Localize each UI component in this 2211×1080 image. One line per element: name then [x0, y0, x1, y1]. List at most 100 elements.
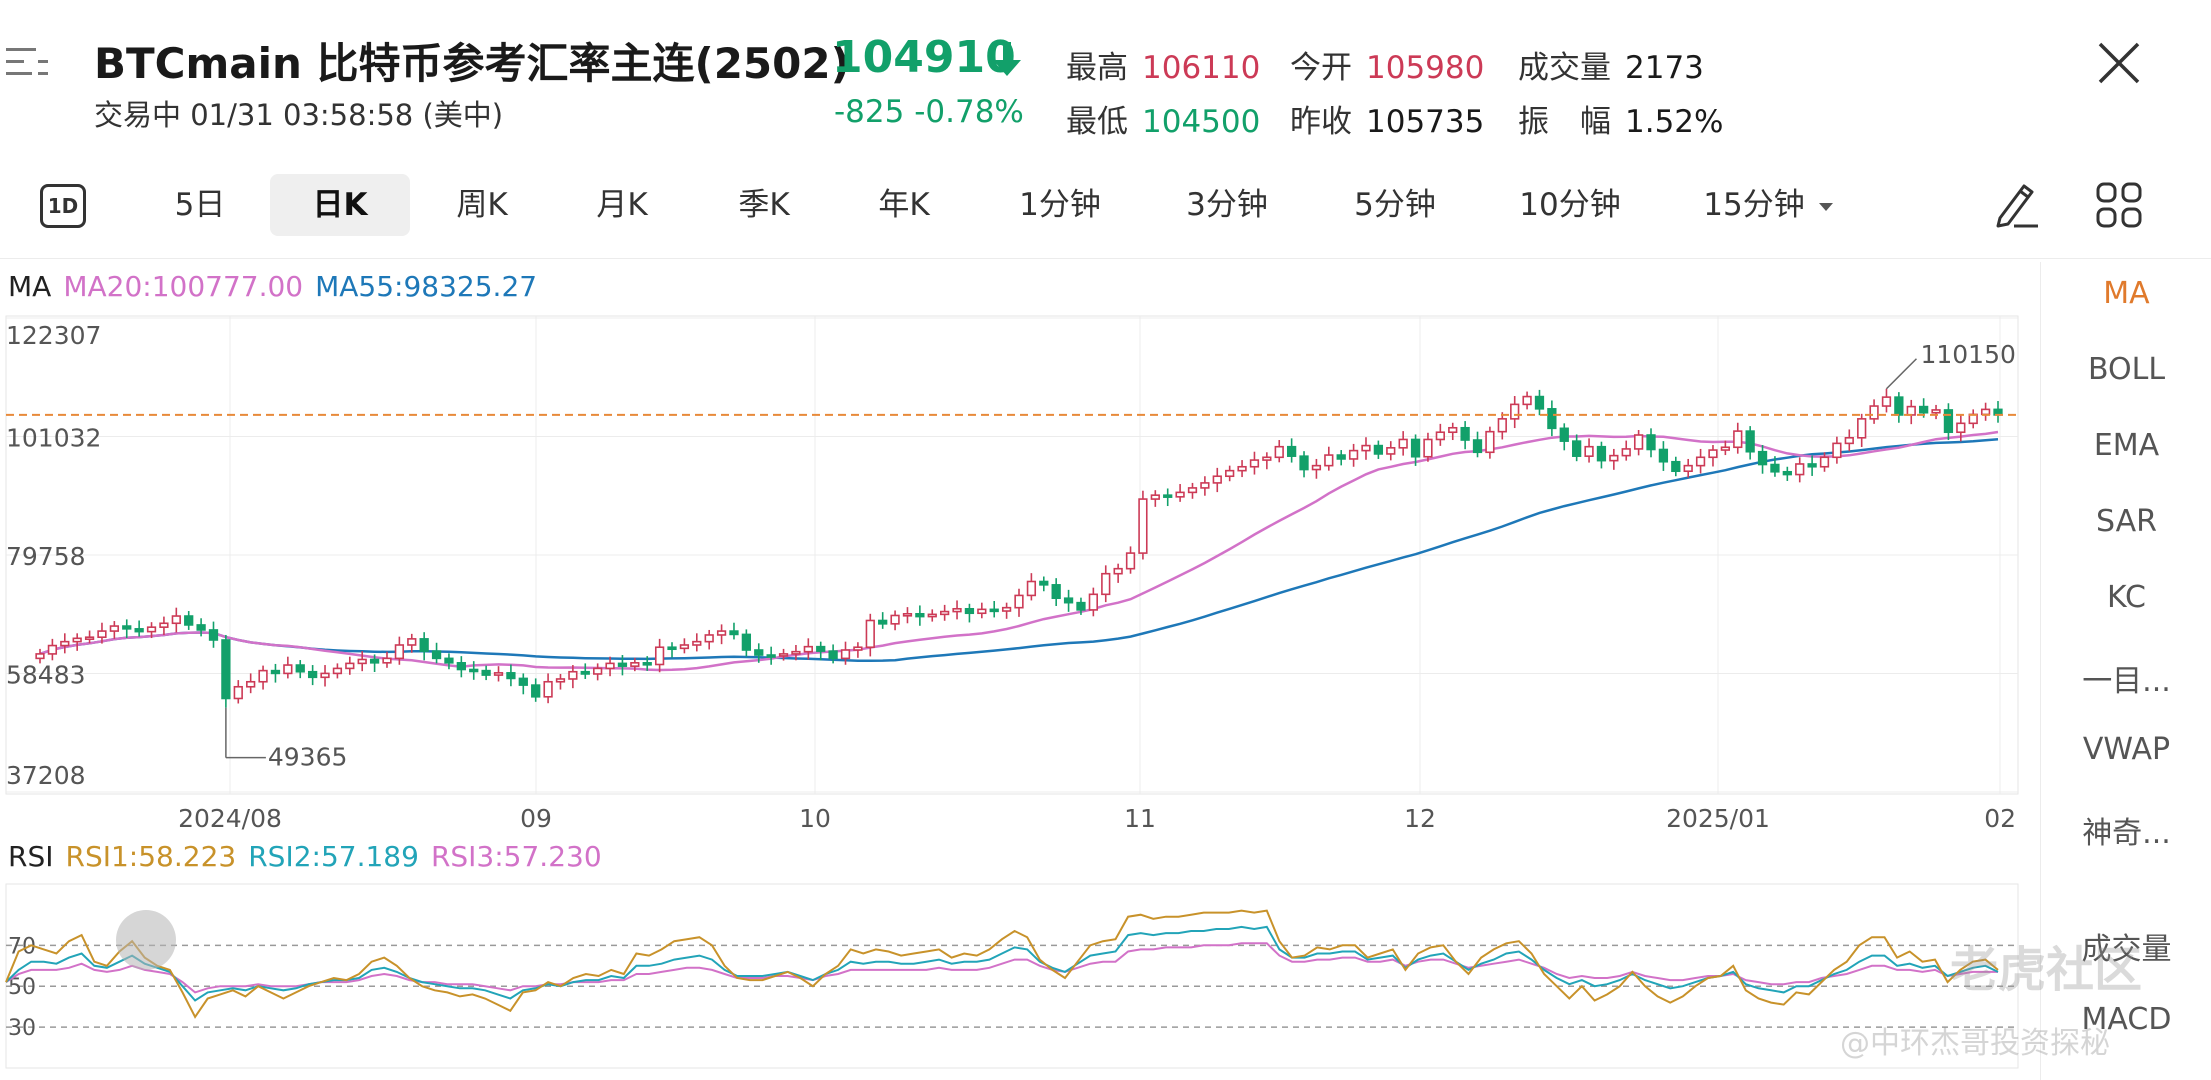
indicator-macd[interactable]: MACD: [2081, 1002, 2172, 1037]
candle-up: [555, 678, 566, 683]
tab-weekly-k[interactable]: 周K: [456, 187, 508, 223]
candle-up: [1386, 447, 1396, 455]
one-day-icon[interactable]: 1D: [40, 184, 86, 228]
candle-down: [1336, 454, 1346, 460]
candle-up: [1225, 469, 1235, 478]
tab-5-day[interactable]: 5日: [174, 187, 226, 223]
candle-down: [989, 608, 999, 613]
y-tick-label: 37208: [6, 761, 86, 790]
candle-down: [1299, 455, 1309, 471]
indicator-ma[interactable]: MA: [2103, 276, 2150, 311]
period-tabs: 1D 5日 日K 周K 月K 季K 年K 1分钟 3分钟 5分钟 10分钟 15…: [0, 170, 2211, 242]
candle-down: [419, 638, 429, 652]
candle-up: [543, 680, 553, 698]
candle-up: [1522, 395, 1532, 406]
tab-daily-k[interactable]: 日K: [270, 174, 410, 236]
grid-icon[interactable]: [2096, 182, 2142, 228]
tab-10-min[interactable]: 10分钟: [1519, 187, 1621, 223]
rsi-level-label: 50: [8, 975, 36, 1000]
indicator-ema[interactable]: EMA: [2093, 428, 2160, 463]
candle-up: [382, 657, 392, 664]
x-tick-label: 10: [799, 804, 831, 833]
floating-add-button[interactable]: [116, 910, 176, 970]
candle-up: [1026, 580, 1037, 597]
candle-up: [1733, 430, 1743, 449]
candle-up: [630, 662, 640, 667]
candle-up: [593, 667, 603, 675]
rsi2-value: RSI2:57.189: [248, 840, 419, 873]
close-icon[interactable]: [2096, 40, 2142, 86]
candle-up: [320, 672, 330, 679]
tab-15-min-label: 15分钟: [1703, 187, 1805, 223]
candle-down: [1076, 601, 1086, 611]
tab-quarterly-k[interactable]: 季K: [738, 187, 790, 223]
chevron-down-icon: [1818, 202, 1833, 211]
down-arrow-icon: [993, 42, 1021, 76]
candle-down: [816, 645, 826, 652]
indicator-kc[interactable]: KC: [2107, 580, 2146, 615]
menu-icon[interactable]: [6, 44, 50, 80]
candle-up: [1795, 463, 1805, 476]
candle-up: [1435, 431, 1445, 441]
candle-up: [1980, 408, 1991, 416]
pencil-icon[interactable]: [1992, 178, 2040, 230]
candle-down: [1559, 427, 1569, 442]
indicator-magic[interactable]: 神奇...: [2082, 816, 2171, 851]
y-tick-label: 58483: [6, 660, 86, 689]
tab-yearly-k[interactable]: 年K: [878, 187, 930, 223]
candle-up: [97, 630, 107, 638]
candle-up: [159, 622, 169, 628]
candle-down: [307, 670, 318, 679]
candle-down: [369, 658, 380, 664]
candle-down: [642, 662, 652, 666]
candle-down: [1745, 430, 1755, 453]
y-tick-label: 79758: [6, 542, 86, 571]
candle-up: [1869, 405, 1879, 420]
tab-3-min[interactable]: 3分钟: [1186, 187, 1268, 223]
candle-down: [456, 662, 466, 671]
candle-up: [605, 662, 615, 670]
candle-up: [1621, 448, 1631, 457]
indicator-volume[interactable]: 成交量: [2081, 932, 2172, 967]
candle-up: [704, 634, 714, 643]
x-tick-label: 2025/01: [1666, 804, 1770, 833]
indicator-ichimoku[interactable]: 一目...: [2082, 664, 2171, 699]
candle-down: [431, 650, 442, 660]
candle-up: [1361, 444, 1371, 452]
rsi3-value: RSI3:57.230: [430, 840, 602, 873]
candle-down: [1646, 434, 1656, 451]
candle-up: [1683, 464, 1693, 473]
low-annotation: 49365: [268, 743, 348, 772]
candle-up: [1088, 593, 1098, 611]
tab-monthly-k[interactable]: 月K: [596, 187, 648, 223]
watermark-author: @中环杰哥投资探秘: [1840, 1026, 2110, 1061]
candle-down: [1572, 440, 1582, 457]
ma-legend-label: MA: [8, 270, 52, 303]
indicator-boll[interactable]: BOLL: [2087, 352, 2166, 387]
tab-15-min-dropdown[interactable]: 15分钟: [1688, 174, 1848, 236]
tab-1-min[interactable]: 1分钟: [1019, 187, 1101, 223]
ma-legend: MA MA20:100777.00 MA55:98325.27: [8, 270, 537, 303]
candle-down: [1547, 408, 1557, 430]
candle-down: [1894, 396, 1904, 416]
indicator-vwap[interactable]: VWAP: [2082, 732, 2171, 767]
candle-up: [1175, 491, 1185, 498]
kline-chart[interactable]: 122307 101032 79758 58483 37208 2024/08 09 10 11…: [0, 262, 2040, 1080]
candle-up: [1348, 449, 1359, 460]
candle-up: [1931, 409, 1941, 414]
candle-up: [1113, 567, 1123, 575]
high-annotation: 110150: [1920, 340, 2015, 369]
candle-up: [1844, 436, 1854, 445]
candle-down: [196, 624, 206, 631]
ma20-line: [39, 430, 1999, 672]
indicator-sar[interactable]: SAR: [2096, 504, 2157, 539]
candle-up: [72, 637, 82, 643]
candle-up: [1609, 454, 1619, 462]
candle-up: [1857, 418, 1867, 439]
candle-down: [1770, 463, 1780, 473]
candle-up: [791, 650, 801, 655]
tab-5-min[interactable]: 5分钟: [1354, 187, 1436, 223]
y-tick-label: 101032: [6, 424, 101, 453]
candle-down: [878, 619, 888, 625]
candle-up: [1001, 606, 1012, 612]
